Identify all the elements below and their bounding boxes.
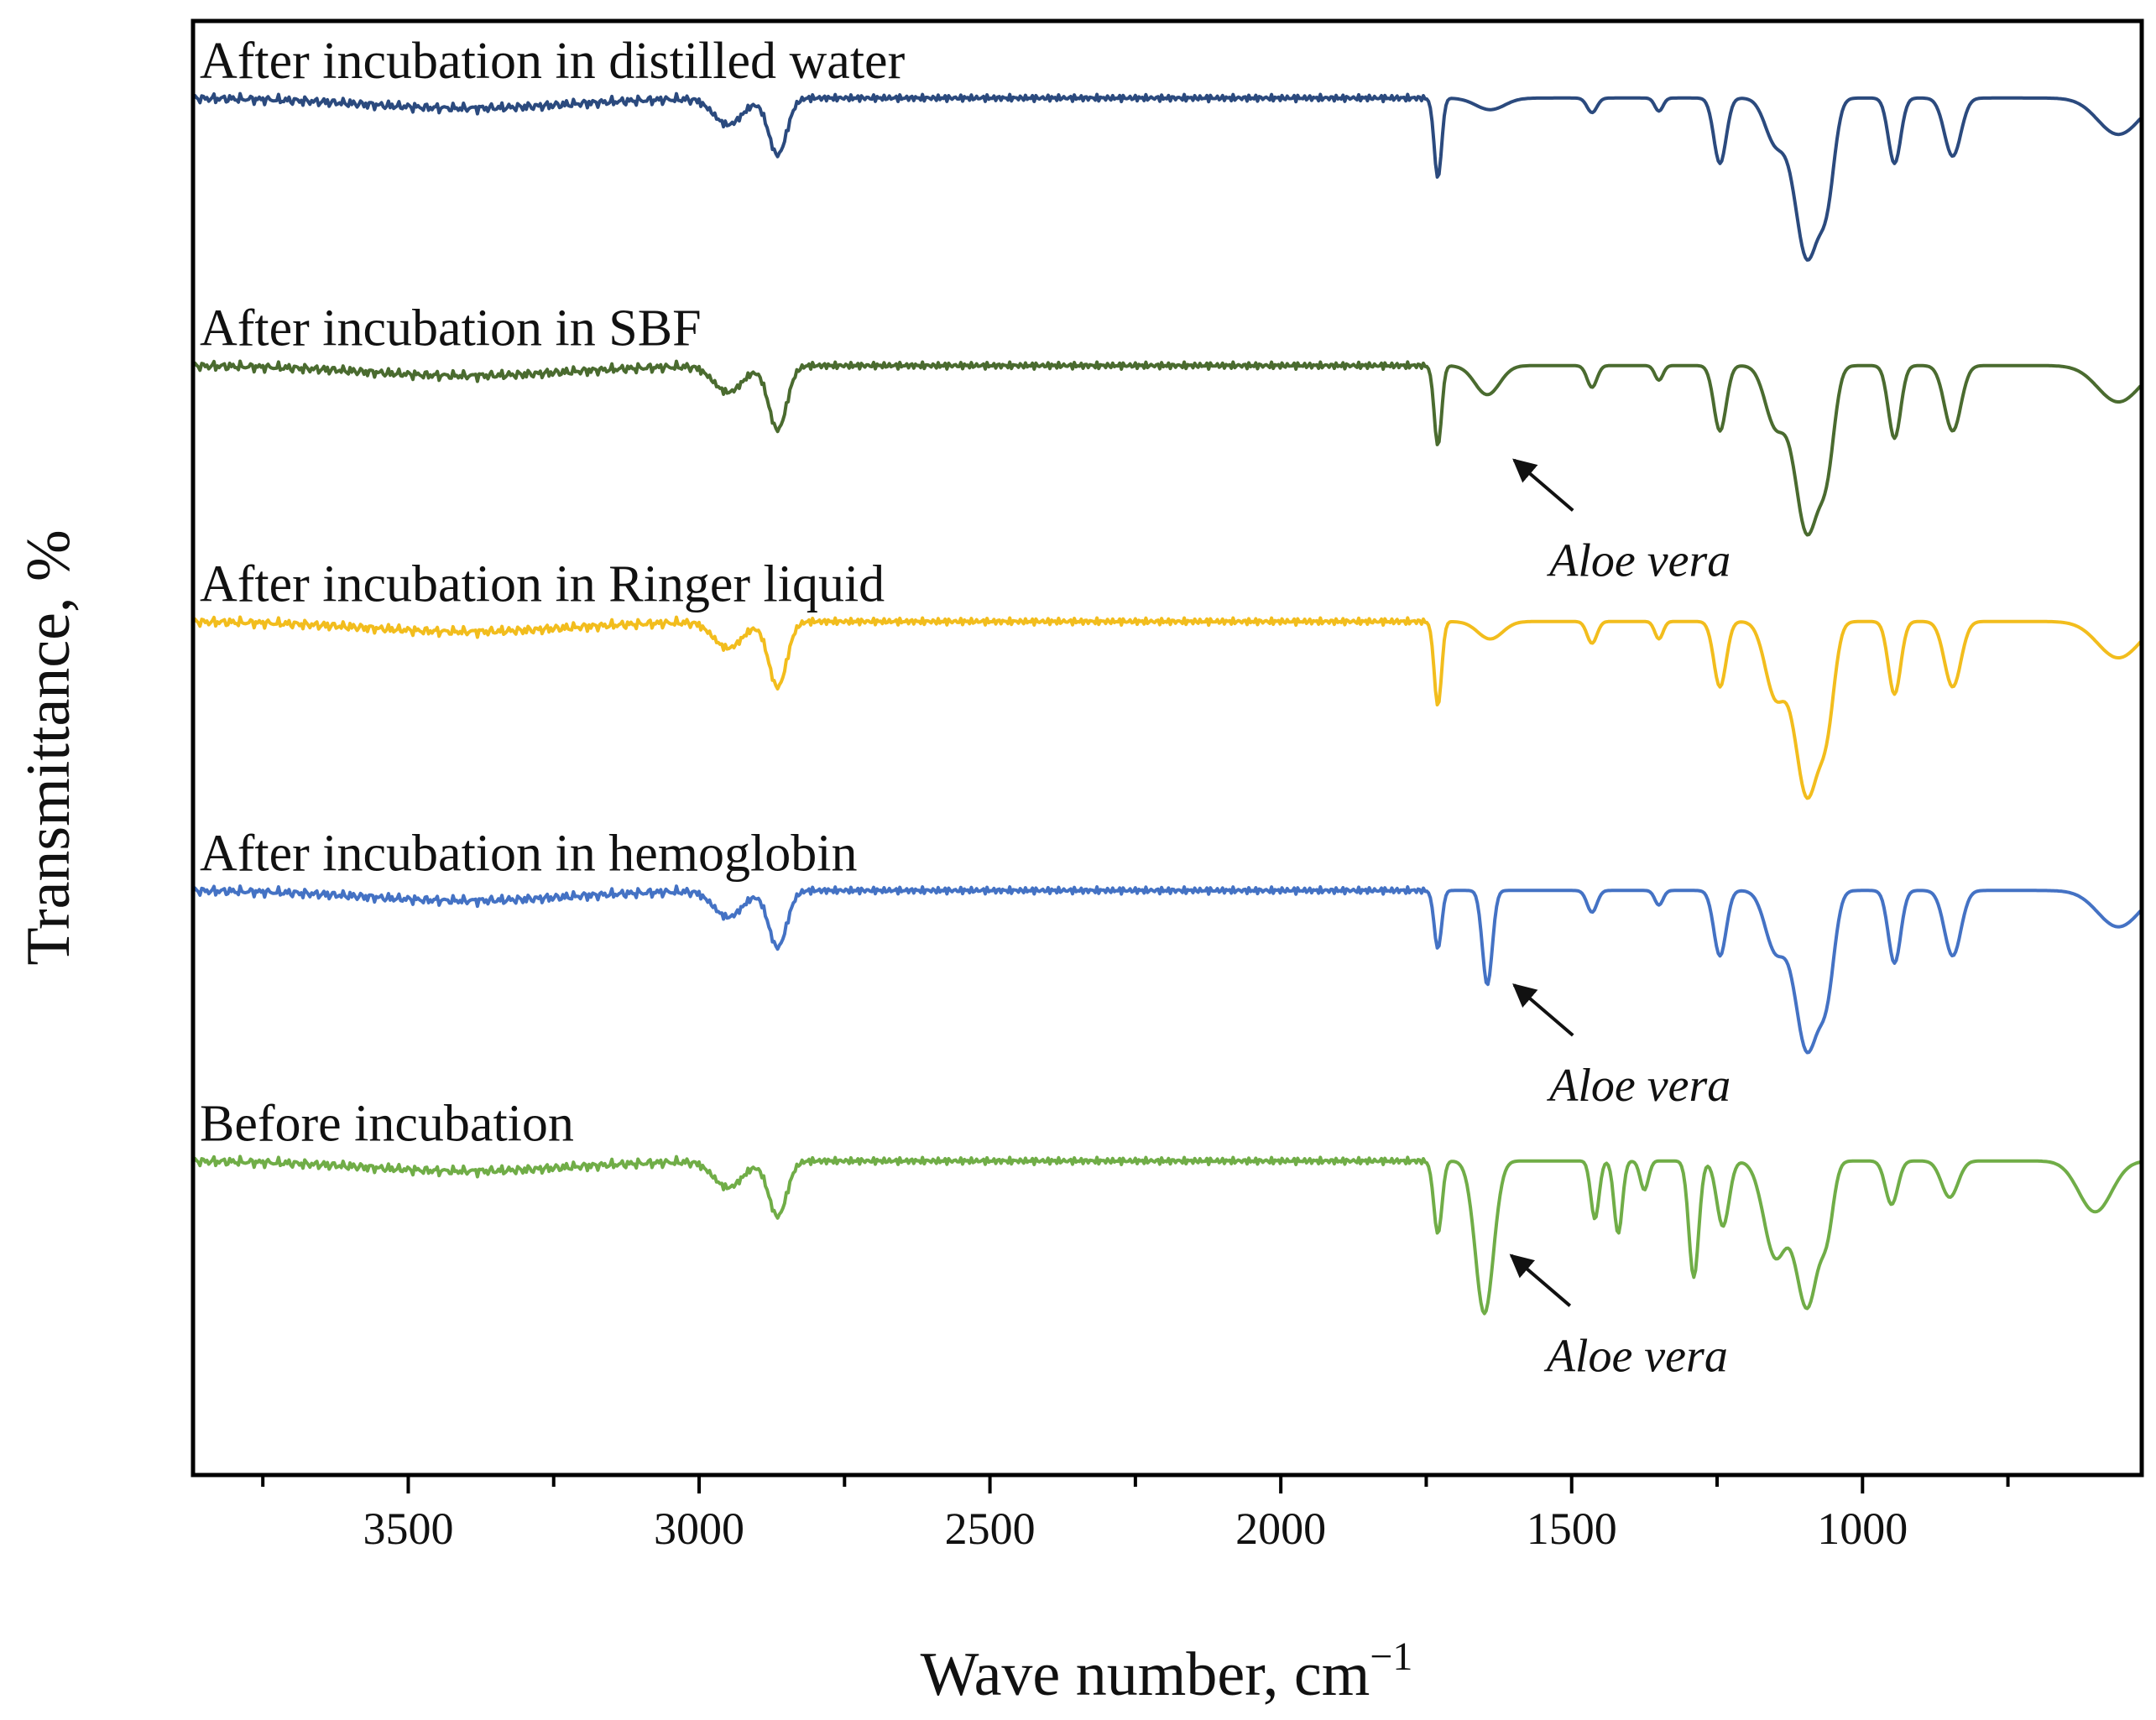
aloe-vera-arrow xyxy=(1512,983,1574,1037)
series-label-after-incubation-in-hemoglobin: After incubation in hemoglobin xyxy=(200,825,857,882)
series-line-after-incubation-in-ringer-liquid xyxy=(191,615,2143,800)
series-label-after-incubation-in-ringer-liquid: After incubation in Ringer liquid xyxy=(200,556,885,613)
aloe-vera-arrow xyxy=(1509,1254,1572,1307)
aloe-vera-annotation: Aloe vera xyxy=(1546,1060,1731,1112)
series-line-before-incubation xyxy=(191,1154,2142,1316)
x-tick-label: 2500 xyxy=(945,1504,1036,1554)
aloe-vera-annotation: Aloe vera xyxy=(1546,534,1731,586)
y-axis-title: Transmittance, % xyxy=(14,529,83,965)
x-tick-label: 1500 xyxy=(1527,1504,1617,1554)
series-label-before-incubation: Before incubation xyxy=(200,1096,574,1153)
series-line-after-incubation-in-distilled-water xyxy=(191,91,2143,262)
x-tick-label: 3500 xyxy=(363,1504,453,1554)
aloe-vera-annotation: Aloe vera xyxy=(1543,1330,1728,1382)
x-axis-ticks: 3500 3000 2500 2000 1500 1000 xyxy=(261,1475,2010,1554)
series-layer xyxy=(191,91,2143,1316)
x-tick-label: 3000 xyxy=(654,1504,744,1554)
series-line-after-incubation-in-sbf xyxy=(191,359,2143,537)
series-line-after-incubation-in-hemoglobin xyxy=(191,884,2143,1055)
x-tick-label: 1000 xyxy=(1817,1504,1908,1554)
plot-frame xyxy=(191,18,2144,1478)
series-label-after-incubation-in-distilled-water: After incubation in distilled water xyxy=(200,33,906,90)
x-axis-title: Wave number, cm−1 xyxy=(921,1634,1413,1709)
annotation-layer: Aloe vera Aloe vera Aloe vera xyxy=(1509,458,1731,1382)
series-label-layer: After incubation in distilled water After… xyxy=(200,33,906,1153)
aloe-vera-arrow xyxy=(1512,458,1574,512)
series-label-after-incubation-in-sbf: After incubation in SBF xyxy=(200,300,702,357)
x-tick-label: 2000 xyxy=(1235,1504,1326,1554)
